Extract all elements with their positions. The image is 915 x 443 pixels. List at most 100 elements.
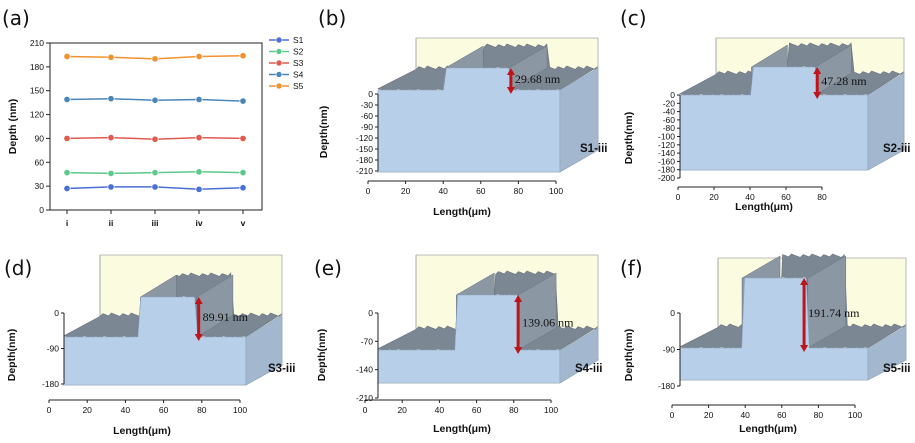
y-tick-label: -90	[47, 344, 60, 354]
x-tick-label: 100	[848, 410, 862, 420]
x-tick-label: 0	[47, 405, 52, 415]
y-tick-label: -160	[658, 156, 675, 166]
x-tick-label: 80	[514, 186, 524, 196]
y-tick-label: -90	[663, 345, 676, 355]
y-axis-label: Depth(nm)	[316, 329, 328, 382]
x-tick-label: 20	[709, 192, 719, 202]
x-tick-label: 0	[670, 410, 675, 420]
step-arrow-tail	[514, 347, 523, 354]
x-tick-label: ii	[109, 218, 114, 228]
y-axis-label: Depth(nm)	[6, 329, 18, 382]
x-tick-label: 40	[121, 405, 131, 415]
x-tick-label: 40	[745, 192, 755, 202]
y-tick-label: 90	[35, 133, 45, 143]
x-tick-label: iv	[195, 218, 202, 228]
data-point-s2	[107, 169, 115, 177]
y-tick-label: -210	[356, 166, 373, 176]
front-face	[377, 67, 561, 173]
y-tick-label: 120	[30, 110, 44, 120]
step-height-label: 191.74 nm	[808, 306, 860, 320]
sample-label: S5-iii	[883, 363, 910, 375]
sample-label: S1-iii	[580, 143, 607, 155]
x-tick-label: 0	[363, 405, 368, 415]
x-tick-label: 0	[366, 186, 371, 196]
data-point-s3	[195, 134, 203, 142]
y-tick-label: -90	[361, 122, 374, 132]
y-tick-label: -210	[356, 393, 373, 403]
y-tick-label: 0	[368, 89, 373, 99]
sample-label: S4-iii	[575, 363, 602, 375]
x-axis-label: Length(μm)	[433, 423, 491, 435]
y-tick-label: 180	[30, 62, 44, 72]
panel-label: (f)	[620, 256, 643, 280]
x-tick-label: 60	[476, 186, 486, 196]
front-face	[679, 66, 869, 171]
panel-label: (c)	[620, 6, 647, 30]
data-point-s2	[151, 169, 159, 177]
data-point-s1	[151, 183, 159, 191]
x-tick-label: 100	[549, 186, 563, 196]
step-arrow-tail	[800, 345, 809, 352]
data-point-s2	[195, 168, 203, 176]
y-tick-label: 0	[368, 308, 373, 318]
right-face	[559, 67, 599, 173]
right-face	[867, 325, 907, 381]
front-face	[679, 277, 869, 381]
y-tick-label: 0	[670, 90, 675, 100]
data-point-s4	[239, 97, 247, 105]
data-point-s3	[239, 134, 247, 142]
y-tick-label: -100	[658, 132, 675, 142]
step-arrow-head	[813, 67, 822, 74]
step-arrow-head	[514, 295, 523, 302]
front-face	[377, 294, 561, 384]
panel-e-step-profile: (e) 139.06 nm 0 -70 -140 -210 0 20 40 60 80 100 Leng…	[314, 254, 602, 435]
legend-marker-s5	[275, 82, 283, 90]
x-tick-label: 40	[740, 410, 750, 420]
y-tick-label: -180	[356, 155, 373, 165]
data-point-s1	[195, 185, 203, 193]
data-point-s2	[63, 169, 71, 177]
panel-f-step-profile: (f) 191.74 nm 0 -90 -180 0 20 40 60 80 100 Length(μ…	[620, 253, 910, 435]
data-point-s5	[239, 52, 247, 60]
legend-entry: S4	[293, 70, 304, 80]
y-tick-label: -20	[663, 98, 676, 108]
y-tick-label: -200	[658, 173, 675, 183]
legend-entry: S1	[293, 35, 304, 45]
y-tick-label: -180	[42, 379, 59, 389]
data-point-s2	[239, 169, 247, 177]
x-axis-label: Length(μm)	[113, 425, 171, 437]
y-tick-label: 0	[670, 308, 675, 318]
x-axis-label: Length(μm)	[433, 206, 491, 218]
legend-entry: S3	[293, 58, 304, 68]
y-tick-label: 0	[54, 308, 59, 318]
legend-marker-s1	[275, 36, 283, 44]
legend-entry: S5	[293, 81, 304, 91]
x-tick-label: 20	[397, 405, 407, 415]
step-height-label: 89.91 nm	[203, 310, 249, 324]
x-tick-label: 20	[82, 405, 92, 415]
data-point-s1	[107, 183, 115, 191]
y-tick-label: 30	[35, 181, 45, 191]
step-height-label: 47.28 nm	[821, 74, 867, 88]
plot-frame	[49, 42, 263, 211]
legend-marker-s2	[275, 48, 283, 55]
panel-label: (d)	[4, 256, 32, 280]
data-point-s4	[107, 95, 115, 103]
x-tick-label: 0	[676, 192, 681, 202]
x-tick-label: 100	[233, 405, 247, 415]
y-tick-label: -120	[356, 133, 373, 143]
right-face	[559, 327, 599, 384]
x-tick-label: 20	[704, 410, 714, 420]
right-face	[867, 72, 905, 171]
y-axis-label: Depth(nm)	[318, 106, 330, 159]
panel-label: (e)	[314, 256, 342, 280]
legend-entry: S2	[293, 47, 304, 57]
y-axis-label: Depth(nm)	[623, 112, 635, 165]
data-point-s4	[151, 96, 159, 104]
x-tick-label: 60	[159, 405, 169, 415]
y-axis-label: Depth (nm)	[7, 99, 19, 154]
data-point-s5	[63, 52, 71, 61]
